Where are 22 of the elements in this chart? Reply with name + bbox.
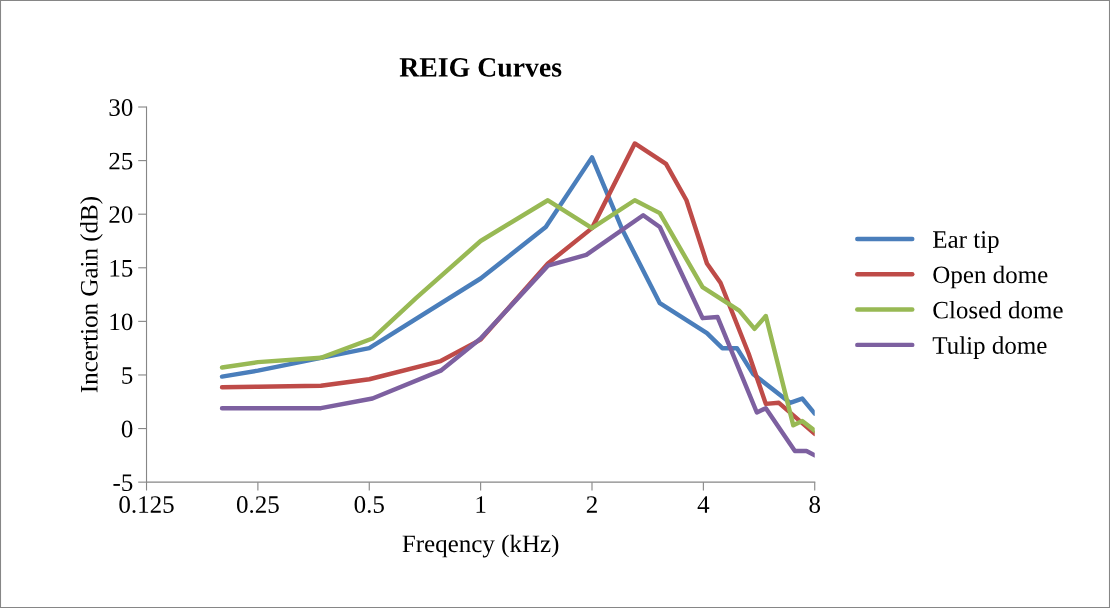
legend-label: Open dome bbox=[933, 265, 1048, 289]
legend-label: Closed dome bbox=[933, 300, 1063, 319]
y-tick-label: 25 bbox=[109, 152, 133, 170]
y-tick-label: 5 bbox=[122, 367, 133, 384]
x-tick-label: 0.125 bbox=[119, 496, 174, 514]
y-tick-label: 10 bbox=[110, 313, 133, 331]
x-tick-label: 0.25 bbox=[236, 496, 279, 514]
chart-title: REIG Curves bbox=[399, 58, 562, 77]
y-tick-label: 0 bbox=[121, 420, 133, 438]
legend-label: Ear tip bbox=[933, 231, 999, 253]
legend-label: Tulip dome bbox=[932, 336, 1047, 359]
y-tick-label: 20 bbox=[109, 206, 133, 224]
y-tick-label: -5 bbox=[113, 474, 133, 492]
x-tick-label: 1 bbox=[476, 496, 486, 513]
x-tick-label: 4 bbox=[697, 496, 710, 513]
x-axis-title: Freqency (kHz) bbox=[402, 534, 559, 558]
y-axis-title: Incertion Gain (dB) bbox=[80, 197, 103, 393]
x-tick-label: 0.5 bbox=[354, 496, 384, 514]
x-tick-label: 8 bbox=[809, 496, 821, 513]
x-tick-label: 2 bbox=[586, 496, 597, 513]
y-tick-label: 15 bbox=[110, 259, 133, 277]
y-tick-label: 30 bbox=[109, 99, 133, 116]
